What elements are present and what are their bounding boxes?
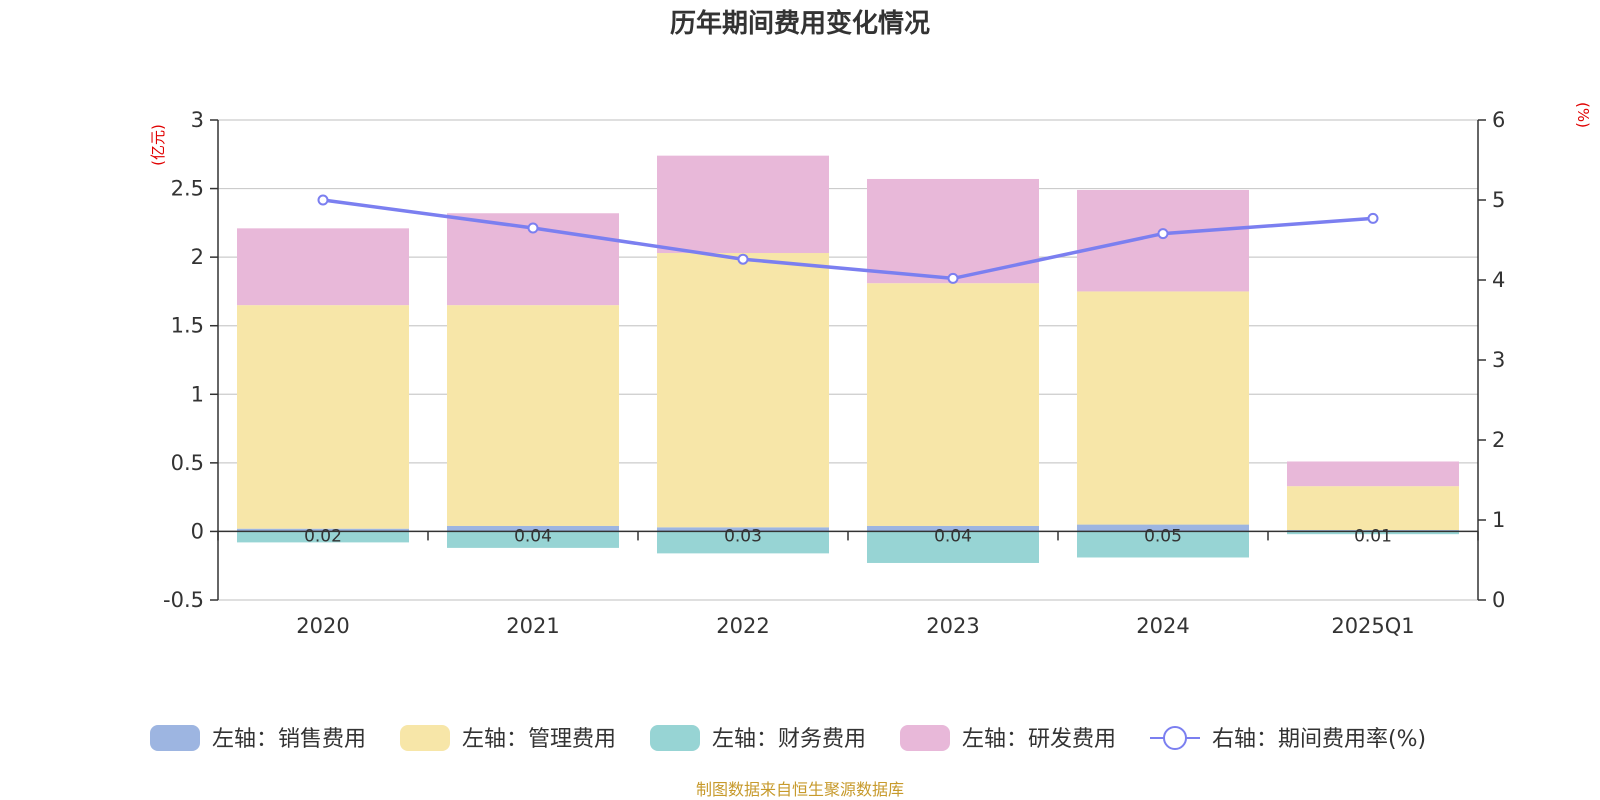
- bar-segment: [867, 525, 1039, 532]
- bar-segment: [1077, 531, 1249, 558]
- bar-segment: [1077, 189, 1249, 292]
- legend-label: 左轴：财务费用: [712, 727, 866, 752]
- legend-item[interactable]: 左轴：财务费用: [650, 725, 866, 752]
- chart-title: 历年期间费用变化情况: [670, 8, 930, 39]
- legend-swatch: [650, 725, 700, 751]
- legend-marker: [1163, 726, 1187, 750]
- left-tick-label: 2.5: [171, 177, 204, 201]
- rate-point: [527, 222, 539, 234]
- x-tick-label: 2023: [926, 614, 979, 638]
- left-tick-label: 1: [191, 382, 204, 406]
- bar-segment: [867, 531, 1039, 563]
- rate-point: [947, 272, 959, 284]
- bar-segment: [657, 253, 829, 528]
- source-note: 制图数据来自恒生聚源数据库: [696, 780, 904, 799]
- left-tick-label: 2: [191, 245, 204, 269]
- x-tick-label: 2020: [296, 614, 349, 638]
- bar-segment: [1287, 486, 1459, 531]
- x-tick-label: 2021: [506, 614, 559, 638]
- sales-data-label: 0.02: [304, 526, 342, 546]
- x-tick-label: 2024: [1136, 614, 1189, 638]
- sales-data-label: 0.05: [1144, 526, 1182, 546]
- right-tick-label: 2: [1492, 428, 1505, 452]
- bar-segment: [237, 305, 409, 529]
- x-tick-label: 2025Q1: [1331, 614, 1414, 638]
- rate-line: [317, 194, 1379, 284]
- legend-item[interactable]: 右轴：期间费用率(%): [1150, 726, 1426, 752]
- legend-swatch: [150, 725, 200, 751]
- legend-swatch: [900, 725, 950, 751]
- right-tick-label: 4: [1492, 268, 1505, 292]
- sales-data-label: 0.01: [1354, 526, 1392, 546]
- rate-point: [737, 253, 749, 265]
- bar-segment: [447, 525, 619, 532]
- bar-segment: [657, 155, 829, 254]
- legend-label: 左轴：管理费用: [462, 727, 616, 752]
- bar-segment: [237, 528, 409, 532]
- legend-item[interactable]: 左轴：管理费用: [400, 725, 616, 752]
- left-tick-label: 0: [191, 519, 204, 543]
- right-axis-unit: (%): [1574, 102, 1592, 128]
- left-tick-label: 1.5: [171, 314, 204, 338]
- rate-point: [1367, 212, 1379, 224]
- x-tick-label: 2022: [716, 614, 769, 638]
- bar-segment: [1077, 524, 1249, 532]
- bar-segment: [657, 527, 829, 532]
- legend-swatch: [400, 725, 450, 751]
- legend[interactable]: 左轴：销售费用 左轴：管理费用 左轴：财务费用 左轴：研发费用 右轴：期间费用率(%): [150, 725, 1426, 752]
- legend-item[interactable]: 左轴：研发费用: [900, 725, 1116, 752]
- right-tick-label: 6: [1492, 108, 1505, 132]
- rate-point: [1157, 228, 1169, 240]
- bar-segment: [867, 178, 1039, 284]
- left-tick-label: 3: [191, 108, 204, 132]
- bar-segment: [1287, 531, 1459, 535]
- right-tick-label: 5: [1492, 188, 1505, 212]
- axes: -0.5 0 0.5 1 1.5 2 2.5 3 0 1 2 3 4 5 6 2020 2021 2022 2023…: [163, 108, 1505, 638]
- right-tick-label: 1: [1492, 508, 1505, 532]
- left-axis-unit: (亿元): [149, 124, 167, 166]
- left-tick-label: 0.5: [171, 451, 204, 475]
- legend-item[interactable]: 左轴：销售费用: [150, 725, 366, 752]
- right-tick-label: 3: [1492, 348, 1505, 372]
- rate-line-path: [322, 198, 1374, 281]
- bar-segment: [237, 531, 409, 543]
- bars: [237, 155, 1459, 563]
- left-tick-label: -0.5: [163, 588, 204, 612]
- sales-data-label: 0.04: [934, 526, 972, 546]
- bar-segment: [1077, 291, 1249, 525]
- bar-segment: [867, 283, 1039, 526]
- sales-data-label: 0.03: [724, 526, 762, 546]
- legend-label: 左轴：研发费用: [962, 727, 1116, 752]
- bar-segment: [237, 228, 409, 306]
- rate-point: [317, 194, 329, 206]
- bar-segment: [657, 531, 829, 554]
- bar-segment: [1287, 461, 1459, 487]
- legend-label: 右轴：期间费用率(%): [1212, 727, 1426, 752]
- sales-data-label: 0.04: [514, 526, 552, 546]
- bar-segment: [447, 531, 619, 548]
- legend-label: 左轴：销售费用: [212, 727, 366, 752]
- bar-segment: [447, 305, 619, 526]
- right-tick-label: 0: [1492, 588, 1505, 612]
